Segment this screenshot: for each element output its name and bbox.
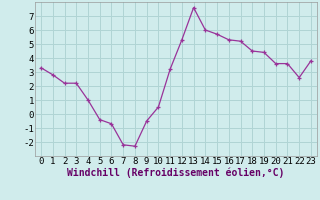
X-axis label: Windchill (Refroidissement éolien,°C): Windchill (Refroidissement éolien,°C) (67, 168, 285, 178)
